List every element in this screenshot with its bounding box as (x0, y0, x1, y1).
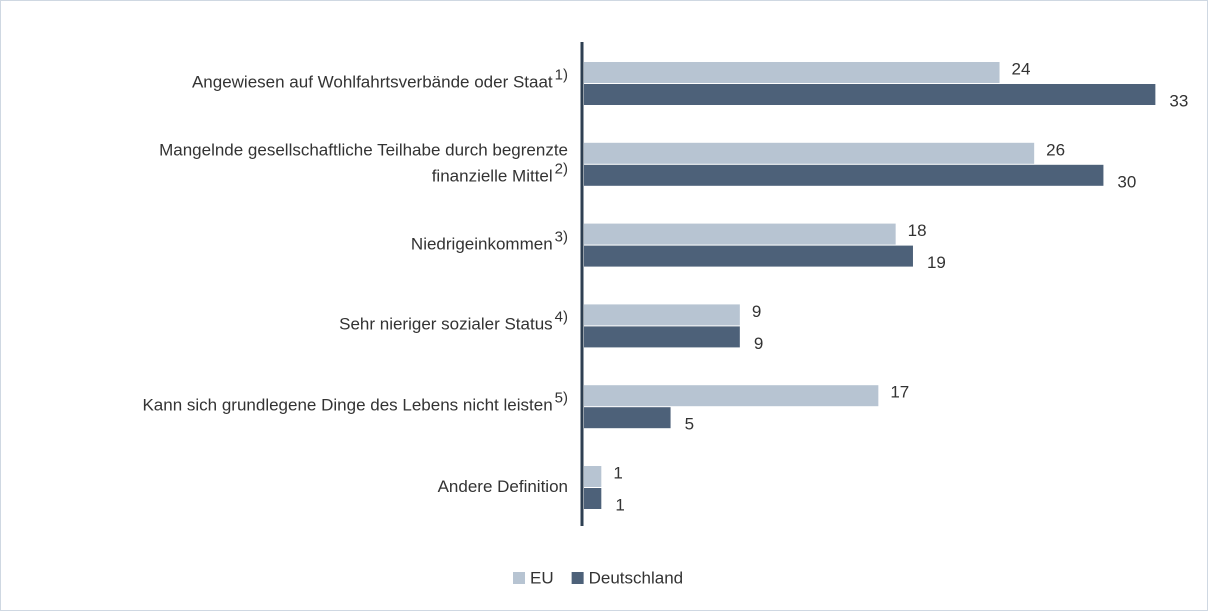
category-text: Angewiesen auf Wohlfahrtsverbände oder S… (191, 72, 553, 92)
category-text: Niedrigeinkommen (410, 234, 553, 254)
category-text: Sehr nieriger sozialer Status (339, 314, 553, 334)
legend-label: Deutschland (589, 568, 684, 587)
bar (584, 142, 1035, 164)
category-text: Kann sich grundlegene Dinge des Lebens n… (142, 395, 553, 415)
value-label: 1 (613, 463, 622, 482)
category-label: Kann sich grundlegene Dinge des Lebens n… (0, 389, 568, 420)
category-label: Niedrigeinkommen 3) (0, 228, 568, 258)
legend-label: EU (530, 568, 554, 587)
value-label: 19 (927, 253, 946, 272)
legend-swatch (513, 572, 525, 584)
value-label: 30 (1117, 172, 1136, 191)
bar (584, 62, 1000, 83)
category-text: Andere Definition (437, 477, 568, 496)
bar (584, 326, 740, 348)
value-label: 9 (754, 334, 763, 353)
bar (584, 304, 740, 326)
value-label: 33 (1169, 91, 1188, 110)
bar (584, 84, 1156, 105)
value-label: 5 (685, 415, 694, 434)
category-label: Mangelnde gesellschaftliche Teilhabe dur… (0, 137, 568, 190)
footnote: 4) (554, 308, 568, 326)
bar (584, 164, 1104, 186)
category-label: Angewiesen auf Wohlfahrtsverbände oder S… (0, 66, 568, 97)
value-label: 26 (1046, 140, 1065, 159)
bar (584, 407, 671, 429)
value-label: 24 (1012, 59, 1031, 78)
value-label: 9 (752, 302, 761, 321)
bar (584, 223, 896, 245)
category-text: Mangelnde gesellschaftliche Teilhabe dur… (159, 140, 568, 186)
value-label: 1 (615, 495, 624, 514)
bar (584, 245, 913, 267)
bar (584, 466, 602, 487)
legend-swatch (571, 572, 584, 584)
footnote: 5) (554, 389, 568, 407)
bar (584, 385, 879, 407)
value-label: 18 (908, 221, 927, 240)
category-label: Sehr nieriger sozialer Status 4) (0, 308, 568, 339)
footnote: 2) (554, 160, 568, 178)
category-label: Andere Definition (0, 474, 568, 500)
bar (584, 488, 602, 509)
value-label: 17 (890, 383, 909, 402)
footnote: 1) (554, 66, 568, 84)
footnote: 3) (554, 228, 568, 246)
